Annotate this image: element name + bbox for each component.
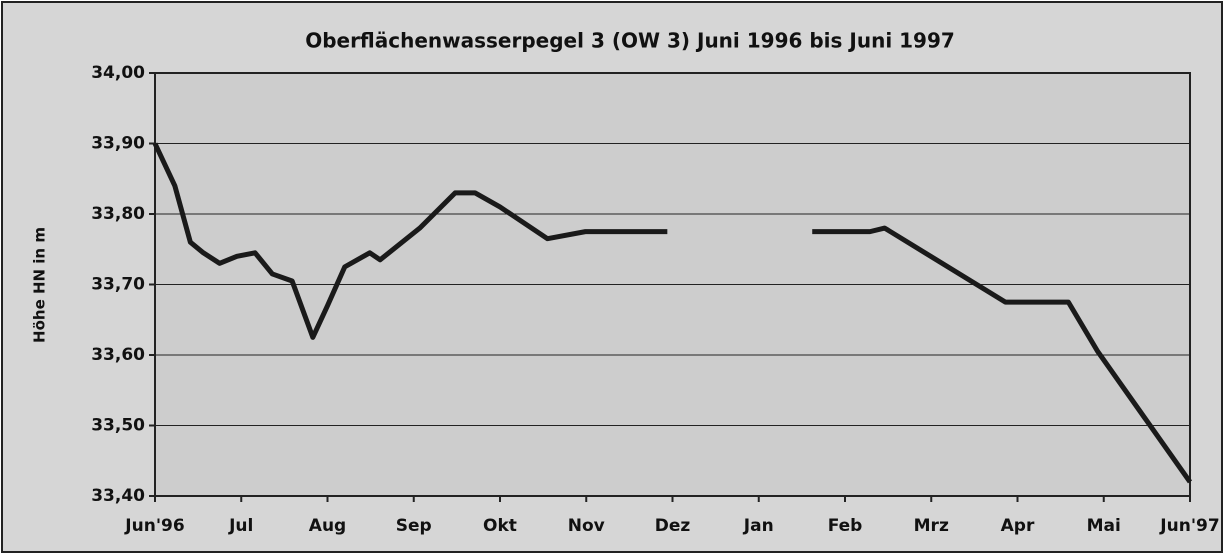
chart-title: Oberflächenwasserpegel 3 (OW 3) Juni 199… [305,29,955,53]
x-tick-label: Mrz [914,516,949,536]
x-tick-label: Aug [309,516,346,536]
x-tick-label: Feb [828,516,863,536]
x-tick-label: Jan [743,516,774,536]
y-tick-label: 33,60 [91,345,145,365]
x-tick-label: Apr [1001,516,1035,536]
x-tick-label: Nov [568,516,605,536]
y-axis-label: Höhe HN in m [31,227,49,343]
x-tick-label: Jun'96 [124,516,184,536]
y-tick-label: 33,70 [91,275,145,295]
x-tick-label: Jul [228,516,253,536]
y-tick-label: 33,50 [91,416,145,436]
x-tick-label: Okt [483,516,517,536]
x-tick-label: Dez [655,516,691,536]
y-tick-label: 33,90 [91,134,145,154]
x-tick-label: Sep [396,516,432,536]
x-tick-label: Mai [1087,516,1121,536]
x-tick-label: Jun'97 [1159,516,1219,536]
data-line [152,142,1193,484]
y-tick-label: 34,00 [91,63,145,83]
y-tick-label: 33,80 [91,204,145,224]
y-tick-label: 33,40 [91,486,145,506]
